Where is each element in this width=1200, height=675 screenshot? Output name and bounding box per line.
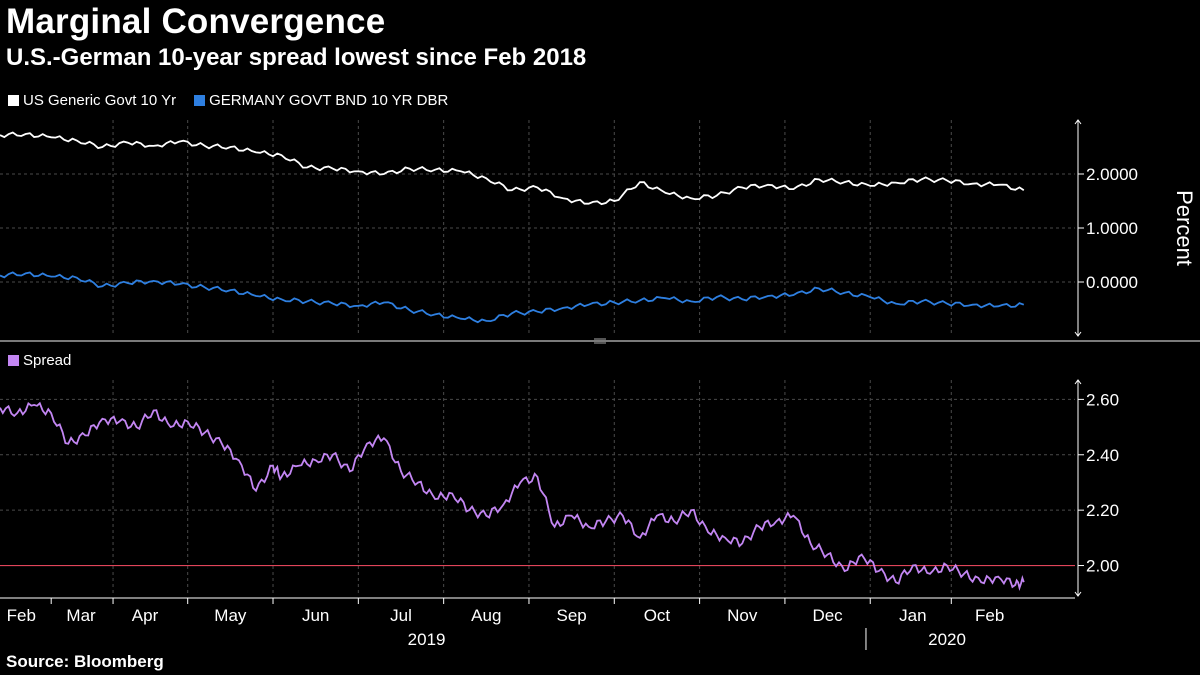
chart-subtitle: U.S.-German 10-year spread lowest since …	[6, 44, 587, 71]
x-tick-label-month: Mar	[66, 606, 96, 625]
y-axis-arrow	[1074, 119, 1082, 125]
y-tick-label: 1.0000	[1086, 219, 1138, 238]
y-axis-arrow	[1074, 331, 1082, 337]
top-legend: US Generic Govt 10 Yr GERMANY GOVT BND 1…	[8, 92, 462, 109]
us-yield-series-line	[0, 131, 1025, 206]
y-axis-arrow	[1074, 591, 1082, 597]
legend-swatch-germany	[194, 95, 206, 106]
legend-label-us: US Generic Govt 10 Yr	[23, 92, 177, 109]
y-tick-label: 2.60	[1086, 390, 1119, 409]
legend-label-germany: GERMANY GOVT BND 10 YR DBR	[209, 92, 449, 109]
legend-item-germany: GERMANY GOVT BND 10 YR DBR	[194, 92, 448, 109]
legend-swatch-us	[8, 95, 19, 106]
x-tick-label-month: Apr	[132, 606, 159, 625]
x-tick-label-month: Feb	[7, 606, 36, 625]
x-tick-label-month: Sep	[557, 606, 587, 625]
y-axis-arrow	[1074, 379, 1082, 385]
x-tick-label-month: Jan	[899, 606, 926, 625]
y-tick-label: 0.0000	[1086, 273, 1138, 292]
legend-item-us: US Generic Govt 10 Yr	[8, 92, 176, 109]
y-tick-label: 2.00	[1086, 557, 1119, 576]
x-tick-label-month: Feb	[975, 606, 1004, 625]
x-tick-label-month: Nov	[727, 606, 758, 625]
y-tick-label: 2.20	[1086, 501, 1119, 520]
x-tick-label-year: 2019	[408, 630, 446, 649]
x-tick-label-month: Jul	[390, 606, 412, 625]
x-tick-label-month: Aug	[471, 606, 501, 625]
chart-title: Marginal Convergence	[6, 2, 386, 41]
x-tick-label-month: Jun	[302, 606, 329, 625]
y-tick-label: 2.0000	[1086, 165, 1138, 184]
legend-swatch-spread	[8, 355, 19, 366]
x-tick-label-month: Dec	[812, 606, 843, 625]
legend-item-spread: Spread	[8, 352, 71, 369]
spread-series-line	[0, 401, 1025, 592]
x-tick-label-year: 2020	[928, 630, 966, 649]
bottom-legend: Spread	[8, 352, 85, 369]
source-note: Source: Bloomberg	[6, 652, 164, 671]
x-tick-label-month: May	[214, 606, 247, 625]
x-tick-label-month: Oct	[644, 606, 671, 625]
y-axis-label: Percent	[1172, 190, 1197, 266]
germany-yield-series-line	[0, 271, 1025, 324]
legend-label-spread: Spread	[23, 352, 72, 369]
y-tick-label: 2.40	[1086, 446, 1119, 465]
